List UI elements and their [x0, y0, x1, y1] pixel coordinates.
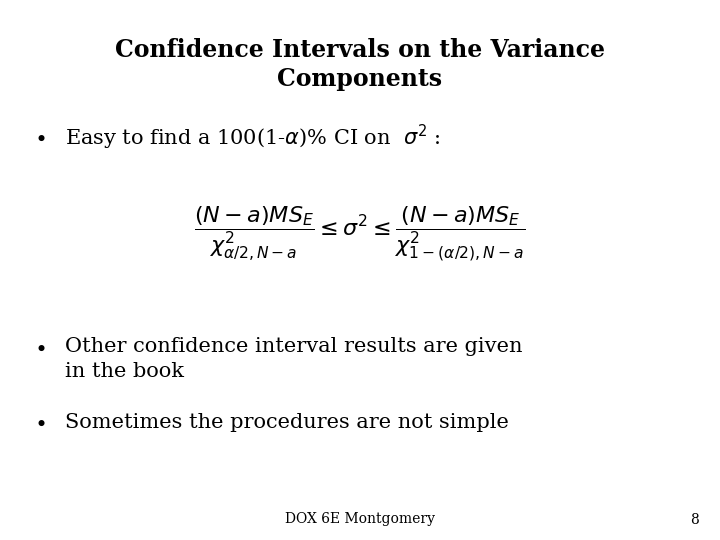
- Text: 8: 8: [690, 512, 698, 526]
- Text: Sometimes the procedures are not simple: Sometimes the procedures are not simple: [65, 413, 508, 432]
- Text: $\bullet$: $\bullet$: [34, 413, 45, 433]
- Text: Easy to find a 100(1-$\alpha$)% CI on  $\sigma^{2}$ :: Easy to find a 100(1-$\alpha$)% CI on $\…: [65, 123, 441, 152]
- Text: $\bullet$: $\bullet$: [34, 338, 45, 357]
- Text: $\bullet$: $\bullet$: [34, 127, 45, 148]
- Text: Confidence Intervals on the Variance
Components: Confidence Intervals on the Variance Com…: [115, 38, 605, 91]
- Text: $\dfrac{(N-a)MS_E}{\chi^2_{\alpha/2,N-a}} \leq \sigma^2 \leq \dfrac{(N-a)MS_E}{\: $\dfrac{(N-a)MS_E}{\chi^2_{\alpha/2,N-a}…: [194, 205, 526, 265]
- Text: Other confidence interval results are given
in the book: Other confidence interval results are gi…: [65, 338, 522, 381]
- Text: DOX 6E Montgomery: DOX 6E Montgomery: [285, 512, 435, 526]
